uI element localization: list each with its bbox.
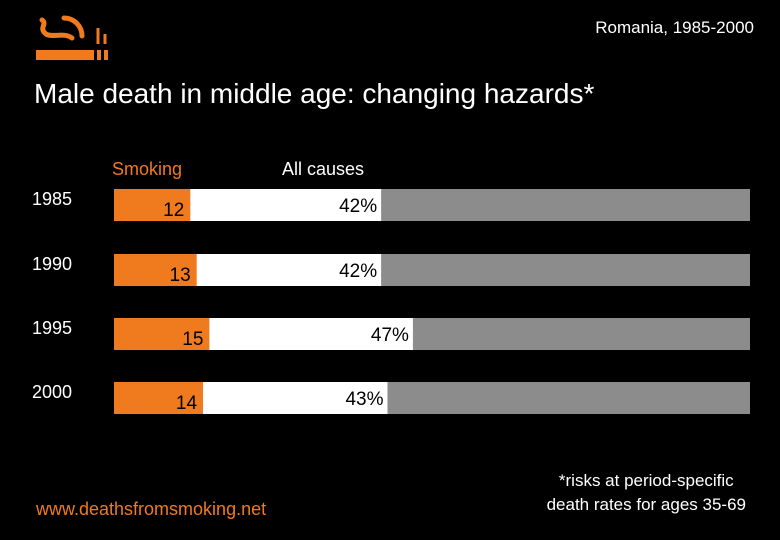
footnote-line-2: death rates for ages 35-69 xyxy=(546,495,746,514)
footnote-line-1: *risks at period-specific xyxy=(558,471,734,490)
cigarette-smoke-icon xyxy=(36,15,108,60)
all-causes-value-label-2000: 43% xyxy=(345,389,383,410)
smoking-value-label-1995: 15 xyxy=(182,329,203,350)
year-label-2000: 2000 xyxy=(32,382,72,402)
chart-subtitle-region: Romania, 1985-2000 xyxy=(595,18,754,37)
legend-smoking: Smoking xyxy=(112,159,182,179)
year-label-1990: 1990 xyxy=(32,254,72,274)
smoking-value-label-1985: 12 xyxy=(163,200,184,221)
bar-smoking-1995 xyxy=(114,318,210,350)
all-causes-value-label-1990: 42% xyxy=(339,261,377,282)
bar-smoking-1990 xyxy=(114,254,197,286)
bar-smoking-1985 xyxy=(114,189,191,221)
bar-group: 1985 12 42% 1990 13 42% 1995 15 47% 2000 14 43% xyxy=(32,189,750,414)
website-link[interactable]: www.deathsfromsmoking.net xyxy=(36,499,267,519)
year-label-1995: 1995 xyxy=(32,318,72,338)
year-label-1985: 1985 xyxy=(32,189,72,209)
bar-smoking-2000 xyxy=(114,382,204,414)
legend-all-causes: All causes xyxy=(282,159,364,179)
all-causes-value-label-1985: 42% xyxy=(339,196,377,217)
footnote: *risks at period-specific death rates fo… xyxy=(547,469,746,517)
chart-title: Male death in middle age: changing hazar… xyxy=(34,78,595,109)
smoking-value-label-1990: 13 xyxy=(170,265,191,286)
all-causes-value-label-1995: 47% xyxy=(371,325,409,346)
smoking-value-label-2000: 14 xyxy=(176,393,198,414)
